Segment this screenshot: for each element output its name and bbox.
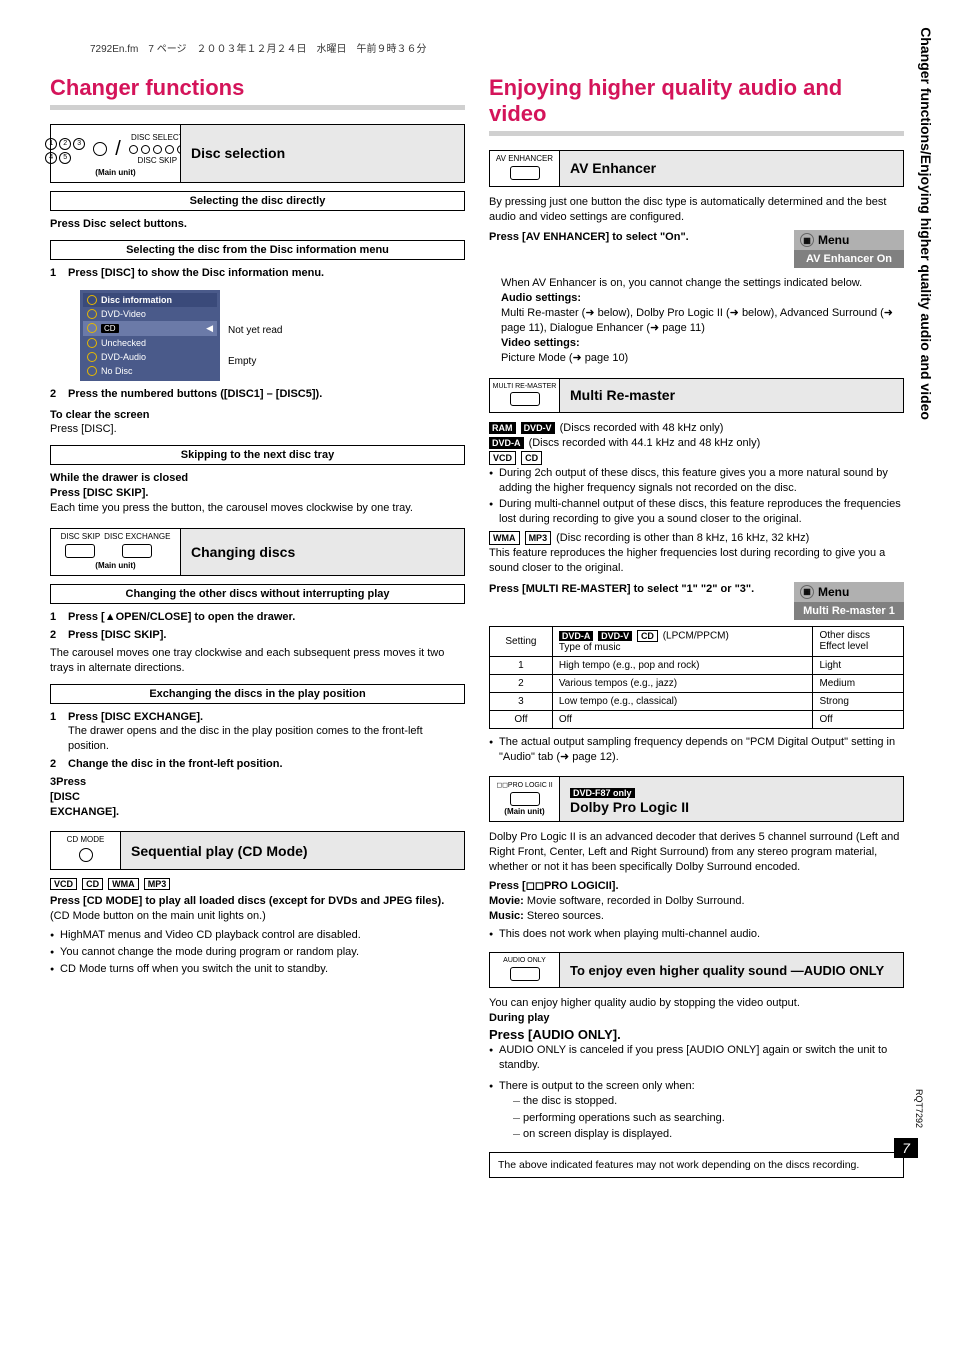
left-section-title: Changer functions — [50, 75, 465, 110]
table-row: OffOffOff — [490, 710, 904, 728]
table-row: 1High tempo (e.g., pop and rock)Light — [490, 656, 904, 674]
cd-mode-button-diagram: CD MODE — [51, 832, 121, 869]
changing-discs-box: DISC SKIP DISC EXCHANGE (Main unit) Chan… — [50, 528, 465, 576]
changing-other-heading: Changing the other discs without interru… — [50, 584, 465, 604]
selecting-from-menu-heading: Selecting the disc from the Disc informa… — [50, 240, 465, 260]
sequential-bullets: HighMAT menus and Video CD playback cont… — [50, 928, 465, 977]
page: 7292En.fm 7 ページ ２００３年１２月２４日 水曜日 午前９時３６分 … — [0, 0, 954, 1218]
sequential-play-box: CD MODE Sequential play (CD Mode) — [50, 831, 465, 870]
disc-selection-title: Disc selection — [181, 125, 464, 182]
selecting-directly-heading: Selecting the disc directly — [50, 191, 465, 211]
sequential-badges: VCD CD WMA MP3 — [50, 878, 465, 890]
av-enhancer-box: AV ENHANCER AV Enhancer — [489, 150, 904, 187]
menu-icon: ▦ — [800, 233, 814, 247]
changing-discs-diagram: DISC SKIP DISC EXCHANGE (Main unit) — [51, 529, 181, 575]
multi-remaster-box: MULTI RE-MASTER Multi Re-master — [489, 378, 904, 414]
left-column: Changer functions 12345 / DISC SELECT DI… — [50, 75, 465, 1178]
disc-selection-diagram: 12345 / DISC SELECT DISC SKIP (Main unit… — [51, 125, 181, 182]
exchanging-heading: Exchanging the discs in the play positio… — [50, 684, 465, 704]
side-tab-text: Changer functions/Enjoying higher qualit… — [918, 27, 934, 420]
skipping-heading: Skipping to the next disc tray — [50, 445, 465, 465]
number-buttons-icon: 12345 — [45, 138, 85, 164]
table-row: 3Low tempo (e.g., classical)Strong — [490, 692, 904, 710]
page-number: 7 — [894, 1138, 918, 1158]
audio-only-box: AUDIO ONLY To enjoy even higher quality … — [489, 952, 904, 988]
footer-note: The above indicated features may not wor… — [489, 1152, 904, 1178]
two-column-layout: Changer functions 12345 / DISC SELECT DI… — [50, 75, 904, 1178]
remaster-menu-display: ▦Menu Multi Re-master 1 — [794, 582, 904, 620]
press-disc-select: Press Disc select buttons. — [50, 217, 465, 232]
dolby-box: ◻◻PRO LOGIC II (Main unit) DVD-F87 only … — [489, 776, 904, 822]
header-timestamp: 7292En.fm 7 ページ ２００３年１２月２４日 水曜日 午前９時３６分 — [50, 40, 904, 55]
disc-info-menu: Disc information DVD-Video CD◀ Unchecked… — [80, 290, 220, 381]
right-section-title: Enjoying higher quality audio and video — [489, 75, 904, 136]
menu-icon: ▦ — [800, 585, 814, 599]
remaster-settings-table: Setting DVD-A DVD-V CD (LPCM/PPCM) Type … — [489, 626, 904, 729]
av-enhancer-menu-display: ▦Menu AV Enhancer On — [794, 230, 904, 268]
right-column: Enjoying higher quality audio and video … — [489, 75, 904, 1178]
disc-info-menu-diagram: Disc information DVD-Video CD◀ Unchecked… — [50, 284, 465, 387]
disc-selection-box: 12345 / DISC SELECT DISC SKIP (Main unit… — [50, 124, 465, 183]
table-row: 2Various tempos (e.g., jazz)Medium — [490, 674, 904, 692]
menu-steps: 1Press [DISC] to show the Disc informati… — [50, 266, 465, 281]
document-code: RQT7292 — [914, 1089, 924, 1128]
